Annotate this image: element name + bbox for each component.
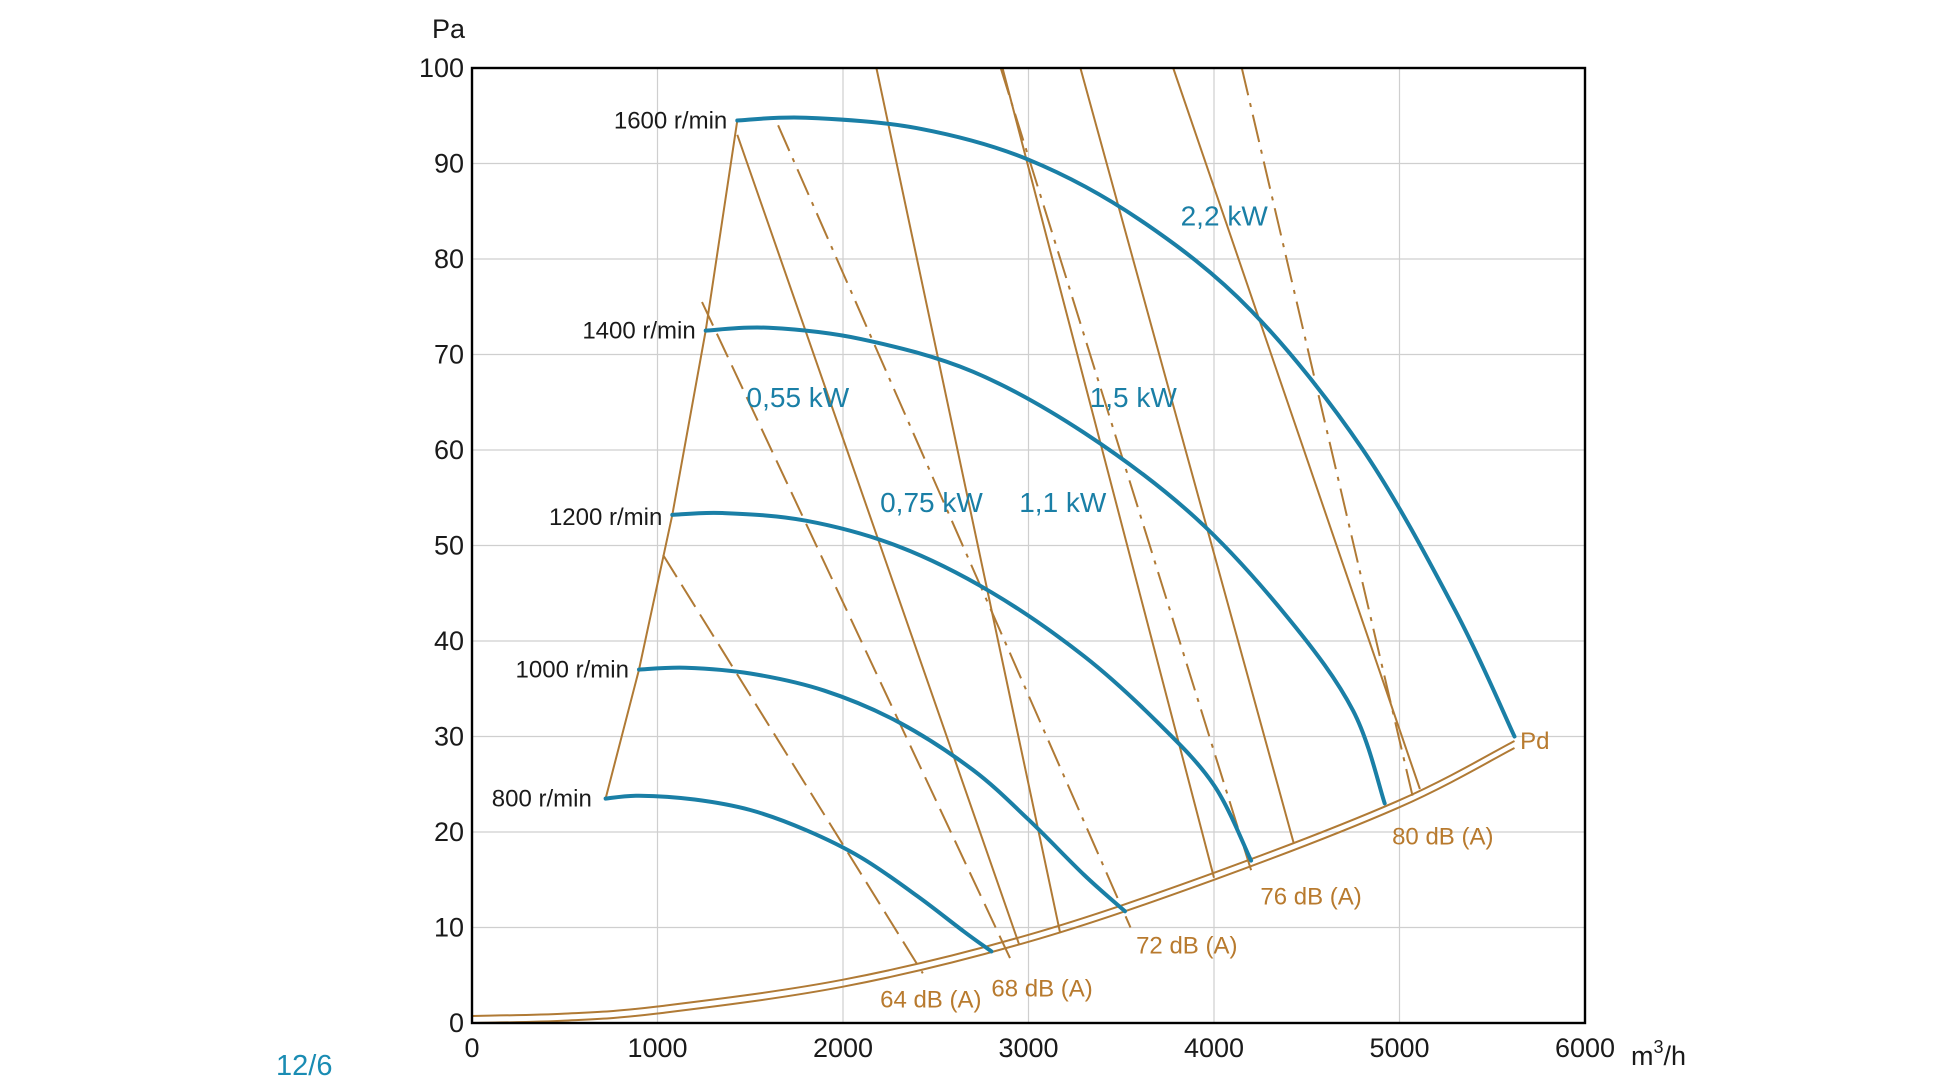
noise-line-64-db-a [662, 554, 924, 974]
grid [471, 67, 1586, 1024]
y-tick-label: 70 [434, 340, 464, 370]
rpm-boundary-line [604, 120, 739, 799]
x-tick-label: 6000 [1555, 1033, 1615, 1063]
x-axis-label-tail: /h [1664, 1041, 1687, 1071]
x-axis-label-sup: 3 [1654, 1037, 1664, 1057]
power-line-1-1-kw [1001, 67, 1215, 879]
noise-line-80-db-a [1240, 67, 1414, 796]
rpm-label-1000-r-min: 1000 r/min [516, 657, 629, 684]
x-axis-label-base: m [1631, 1041, 1654, 1071]
figure-number: 12/6 [276, 1050, 333, 1082]
y-tick-label: 10 [434, 913, 464, 943]
axis-ticks: 0 1000 2000 3000 4000 5000 6000 0 10 20 30 40 50 60 70… [419, 53, 1615, 1063]
x-tick-label: 1000 [627, 1033, 687, 1063]
power-label-0-55-kw: 0,55 kW [747, 382, 850, 413]
y-tick-label: 20 [434, 817, 464, 847]
power-label-2-2-kw: 2,2 kW [1181, 201, 1269, 232]
noise-label-76-db-a: 76 dB (A) [1260, 884, 1361, 911]
power-line-2-2-kw [1172, 67, 1421, 790]
y-axis-label: Pa [432, 14, 466, 44]
y-tick-label: 50 [434, 531, 464, 561]
pd-curve [471, 747, 1515, 1024]
x-tick-label: 4000 [1184, 1033, 1244, 1063]
rpm-label-1200-r-min: 1200 r/min [549, 504, 662, 531]
x-tick-label: 0 [464, 1033, 479, 1063]
rpm-label-1600-r-min: 1600 r/min [614, 108, 727, 135]
pd-label: Pd [1520, 728, 1549, 755]
curve-labels: Pd 0,55 kW 0,75 kW 1,1 kW 1,5 kW 2,2 kW 64 dB … [492, 108, 1550, 1014]
x-tick-label: 2000 [813, 1033, 873, 1063]
noise-line-68-db-a [701, 301, 1011, 959]
noise-line-72-db-a [777, 124, 1132, 928]
rpm-label-1400-r-min: 1400 r/min [582, 318, 695, 345]
noise-line-76-db-a [999, 67, 1253, 871]
y-tick-label: 0 [449, 1008, 464, 1038]
fan-curve-1400-r-min [703, 325, 1387, 806]
power-line-0-75-kw [875, 67, 1061, 933]
x-axis-label: m3/h [1631, 1037, 1686, 1071]
noise-label-72-db-a: 72 dB (A) [1136, 932, 1237, 959]
y-tick-label: 90 [434, 149, 464, 179]
noise-label-64-db-a: 64 dB (A) [880, 987, 981, 1014]
y-tick-label: 100 [419, 53, 464, 83]
x-tick-label: 5000 [1369, 1033, 1429, 1063]
fan-curve-1000-r-min [637, 665, 1127, 914]
y-tick-label: 60 [434, 435, 464, 465]
fan-curves [603, 115, 1517, 954]
fan-curve-1200-r-min [670, 510, 1254, 863]
y-tick-label: 30 [434, 722, 464, 752]
fan-curve-800-r-min [603, 793, 994, 954]
power-label-1-1-kw: 1,1 kW [1019, 487, 1107, 518]
power-label-1-5-kw: 1,5 kW [1090, 382, 1178, 413]
power-label-0-75-kw: 0,75 kW [880, 487, 983, 518]
plot-frame [470, 66, 1587, 1025]
fan-curve-1600-r-min [735, 115, 1517, 739]
rpm-label-800-r-min: 800 r/min [492, 786, 592, 813]
power-line-1-5-kw [1079, 67, 1295, 844]
noise-label-80-db-a: 80 dB (A) [1392, 823, 1493, 850]
noise-label-68-db-a: 68 dB (A) [991, 975, 1092, 1002]
y-tick-label: 40 [434, 626, 464, 656]
x-tick-label: 3000 [998, 1033, 1058, 1063]
pd-curve-upper [471, 740, 1515, 1017]
y-tick-label: 80 [434, 244, 464, 274]
